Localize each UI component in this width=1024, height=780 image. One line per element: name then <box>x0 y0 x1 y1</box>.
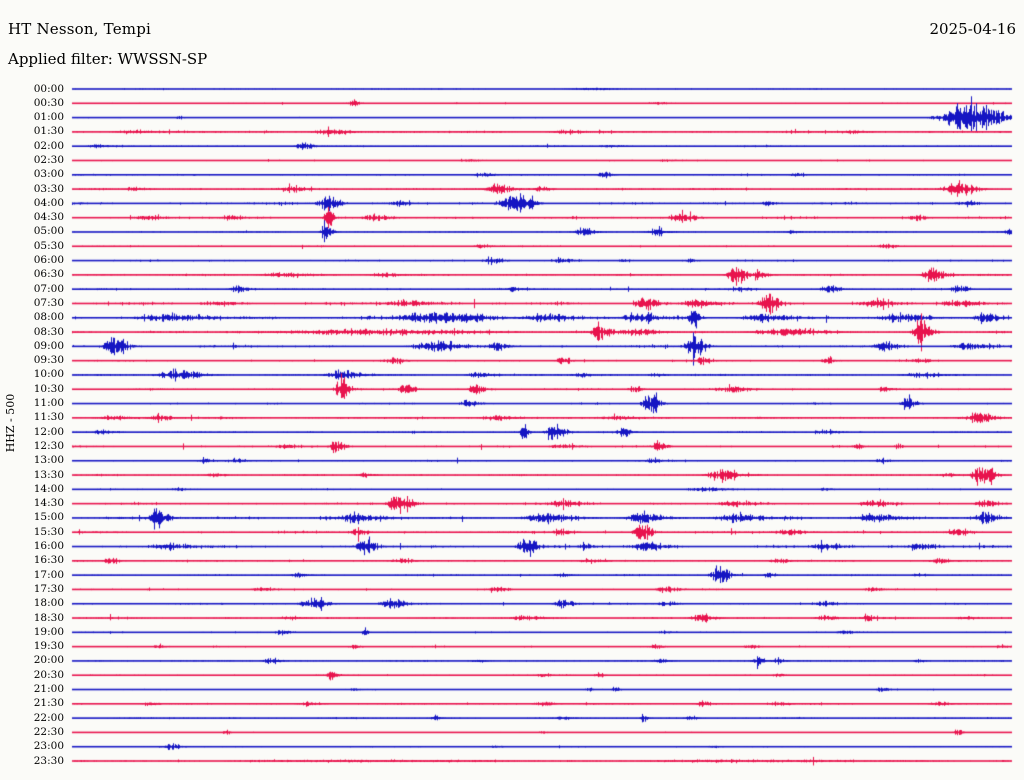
trace-time-label: 06:00 <box>33 254 64 267</box>
station-title: HT Nesson, Tempi <box>8 20 152 38</box>
trace-time-label: 11:30 <box>33 411 64 424</box>
trace-time-label: 19:30 <box>33 640 64 653</box>
trace-time-label: 13:00 <box>33 454 64 467</box>
trace-time-label: 03:30 <box>33 182 64 195</box>
trace-time-label: 18:00 <box>33 597 64 610</box>
trace-time-label: 00:30 <box>33 96 64 109</box>
trace-time-label: 12:30 <box>33 439 64 452</box>
trace-time-label: 07:30 <box>33 296 64 309</box>
trace-time-label: 22:30 <box>33 725 64 738</box>
trace-time-label: 22:00 <box>33 711 64 724</box>
trace-time-label: 04:00 <box>33 196 64 209</box>
trace-time-label: 10:30 <box>33 382 64 395</box>
trace-time-label: 15:30 <box>33 525 64 538</box>
trace-time-label: 02:30 <box>33 153 64 166</box>
record-date: 2025-04-16 <box>929 20 1016 38</box>
trace-time-label: 20:30 <box>33 668 64 681</box>
trace-time-label: 14:00 <box>33 482 64 495</box>
trace-time-label: 02:00 <box>33 139 64 152</box>
trace-time-label: 09:30 <box>33 354 64 367</box>
filter-label: Applied filter: WWSSN-SP <box>8 50 208 68</box>
trace-time-label: 21:30 <box>33 697 64 710</box>
trace-time-label: 23:00 <box>33 740 64 753</box>
trace-time-label: 08:30 <box>33 325 64 338</box>
trace-time-label: 05:00 <box>33 225 64 238</box>
trace-time-label: 01:30 <box>33 125 64 138</box>
trace-time-label: 18:30 <box>33 611 64 624</box>
trace-time-label: 11:00 <box>33 397 64 410</box>
trace-time-label: 04:30 <box>33 211 64 224</box>
trace-time-label: 06:30 <box>33 268 64 281</box>
trace-time-label: 08:00 <box>33 311 64 324</box>
trace-time-label: 16:30 <box>33 554 64 567</box>
trace-time-label: 05:30 <box>33 239 64 252</box>
trace-time-label: 15:00 <box>33 511 64 524</box>
trace-time-label: 12:00 <box>33 425 64 438</box>
trace-time-label: 17:00 <box>33 568 64 581</box>
trace-time-label: 21:00 <box>33 683 64 696</box>
trace-time-label: 19:00 <box>33 625 64 638</box>
trace-time-label: 16:00 <box>33 540 64 553</box>
trace-time-label: 17:30 <box>33 582 64 595</box>
trace-time-label: 00:00 <box>33 82 64 95</box>
trace-time-label: 07:00 <box>33 282 64 295</box>
trace-time-label: 20:00 <box>33 654 64 667</box>
trace-time-label: 01:00 <box>33 111 64 124</box>
trace-time-label: 23:30 <box>33 754 64 767</box>
trace-time-label: 09:00 <box>33 339 64 352</box>
trace-time-label: 13:30 <box>33 468 64 481</box>
trace-time-label: 14:30 <box>33 497 64 510</box>
trace-time-label: 10:00 <box>33 368 64 381</box>
trace-time-label: 03:00 <box>33 168 64 181</box>
